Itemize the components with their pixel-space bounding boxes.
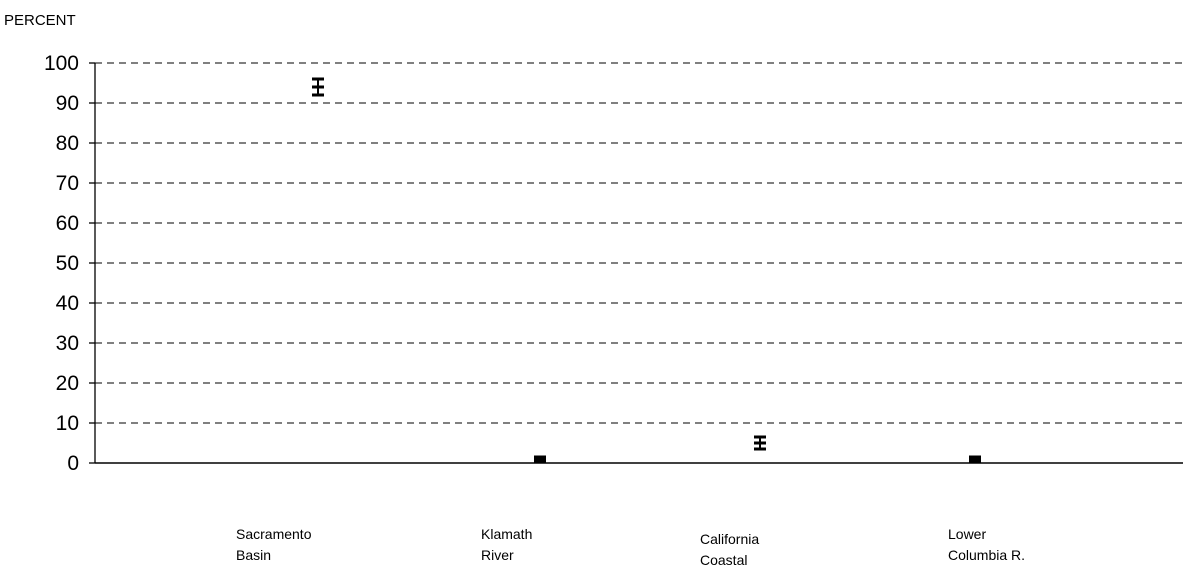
category-label-3-line-0: Lower <box>948 526 986 542</box>
y-tick-label-70: 70 <box>56 172 79 195</box>
category-label-2-line-0: California <box>700 531 759 547</box>
category-label-0-line-0: Sacramento <box>236 526 312 542</box>
category-label-3-line-1: Columbia R. <box>948 547 1025 563</box>
category-label-2: California Coastal <box>700 531 759 568</box>
y-tick-label-20: 20 <box>56 372 79 395</box>
gridlines <box>95 62 1183 424</box>
y-tick-label-100: 100 <box>44 52 79 75</box>
y-tick-label-0: 0 <box>67 452 79 475</box>
y-tick-label-90: 90 <box>56 92 79 115</box>
category-labels: Sacramento Basin Klamath River California Coa… <box>236 526 1025 568</box>
y-axis: 0 10 20 30 40 50 60 70 80 90 100 <box>44 52 96 475</box>
category-label-0-line-1: Basin <box>236 547 271 563</box>
category-label-3: Lower Columbia R. <box>948 526 1025 563</box>
category-label-1: Klamath River <box>481 526 532 563</box>
category-label-2-line-1: Coastal <box>700 552 747 568</box>
y-tick-label-30: 30 <box>56 332 79 355</box>
y-tick-label-80: 80 <box>56 132 79 155</box>
category-label-0: Sacramento Basin <box>236 526 312 563</box>
y-tick-label-60: 60 <box>56 212 79 235</box>
category-label-1-line-1: River <box>481 547 514 563</box>
data-points <box>312 77 981 463</box>
category-label-1-line-0: Klamath <box>481 526 532 542</box>
y-tick-label-50: 50 <box>56 252 79 275</box>
y-tick-label-10: 10 <box>56 412 79 435</box>
y-tick-label-40: 40 <box>56 292 79 315</box>
y-axis-label: PERCENT <box>4 12 76 29</box>
